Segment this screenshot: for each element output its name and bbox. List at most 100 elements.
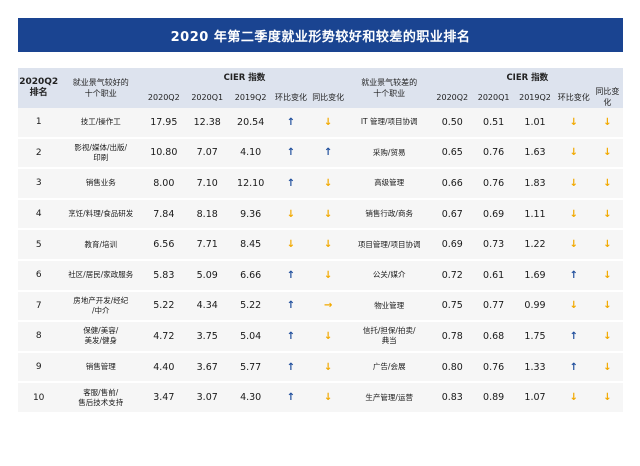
good-occupation-cell: 房地产开发/经纪/中介 bbox=[59, 291, 143, 323]
bad-occupation-cell: 高级管理 bbox=[346, 169, 432, 200]
cier-2020q2: 3.47 bbox=[142, 383, 186, 414]
good-occupation-cell-text: 客服/售前/ bbox=[83, 387, 119, 397]
qoq-change-cell: ↑ bbox=[272, 169, 310, 200]
cier-2020q1: 0.69 bbox=[472, 199, 515, 231]
yoy-change-cell: ↓ bbox=[591, 230, 623, 261]
arrow-down-icon: ↓ bbox=[569, 300, 578, 312]
good-occupation-cell: 教育/培训 bbox=[59, 230, 143, 261]
good-occupation-cell: 销售业务 bbox=[59, 169, 143, 200]
cier-2019q2: 0.99 bbox=[514, 291, 556, 323]
arrow-down-icon: ↓ bbox=[286, 239, 296, 251]
qoq-change-cell: ↑ bbox=[272, 108, 310, 139]
rank-cell: 4 bbox=[18, 199, 60, 231]
cier-2020q1: 0.77 bbox=[472, 291, 515, 323]
cier-2020q1: 7.10 bbox=[185, 169, 229, 200]
arrow-up-icon: ↑ bbox=[286, 361, 296, 373]
table-row: 1 技工/操作工 17.95 12.38 20.54 ↑ ↓ IT 管理/项目协调 0.50 0.… bbox=[18, 108, 623, 139]
cier-2019q2: 6.66 bbox=[228, 260, 273, 292]
header-col: 同比变化 bbox=[309, 86, 347, 108]
arrow-down-icon: ↓ bbox=[323, 208, 333, 220]
bad-occupation-cell: 公关/媒介 bbox=[346, 260, 432, 292]
arrow-down-icon: ↓ bbox=[569, 116, 578, 128]
cier-2019q2: 9.36 bbox=[228, 199, 273, 231]
arrow-up-icon: ↑ bbox=[569, 361, 578, 373]
qoq-change-cell: ↓ bbox=[555, 230, 592, 261]
yoy-change-cell: ↓ bbox=[591, 322, 623, 353]
good-occupation-cell-text: 技工/操作工 bbox=[80, 117, 121, 127]
bad-occupation-cell: 生产管理/运营 bbox=[346, 383, 432, 414]
cier-2019q2: 1.33 bbox=[514, 352, 556, 384]
rank-cell: 6 bbox=[18, 260, 60, 292]
report-title: 2020 年第二季度就业形势较好和较差的职业排名 bbox=[18, 18, 623, 52]
yoy-change-cell: ↓ bbox=[309, 260, 347, 292]
arrow-down-icon: ↓ bbox=[603, 208, 612, 220]
arrow-up-icon: ↑ bbox=[286, 269, 296, 281]
table-row: 3 销售业务 8.00 7.10 12.10 ↑ ↓ 高级管理 0.66 0.76 1.83 ↓ ↓ bbox=[18, 169, 623, 200]
arrow-down-icon: ↓ bbox=[603, 300, 612, 312]
cier-2020q2: 5.83 bbox=[142, 260, 186, 292]
good-occupation-cell-text: 保健/美容/ bbox=[83, 326, 119, 336]
cier-2020q2: 5.22 bbox=[142, 291, 186, 323]
header-col: 2020Q1 bbox=[185, 86, 229, 108]
good-occupation-cell: 烹饪/料理/食品研发 bbox=[59, 199, 143, 231]
cier-2020q2: 4.40 bbox=[142, 352, 186, 384]
good-occupation-cell-text: 房地产开发/经纪 bbox=[73, 295, 129, 305]
yoy-change-cell: ↓ bbox=[591, 383, 623, 414]
cier-2020q1: 0.51 bbox=[472, 108, 515, 139]
bad-occupation-cell-text: 典当 bbox=[381, 336, 397, 346]
cier-2020q1: 0.76 bbox=[472, 352, 515, 384]
good-occupation-cell-text: 影视/媒体/出版/ bbox=[74, 142, 128, 152]
yoy-change-cell: ↓ bbox=[591, 169, 623, 200]
table-row: 7 房地产开发/经纪/中介 5.22 4.34 5.22 ↑ → 物业管理 0.75 0.77 0.… bbox=[18, 291, 623, 323]
bad-occupation-cell-text: 物业管理 bbox=[374, 300, 405, 310]
good-occupation-cell-text: 售后技术支持 bbox=[78, 397, 124, 407]
cier-2020q2: 0.78 bbox=[431, 322, 473, 353]
bad-occupation-cell: 物业管理 bbox=[346, 291, 432, 323]
arrow-down-icon: ↓ bbox=[603, 116, 612, 128]
rank-cell: 3 bbox=[18, 169, 60, 200]
cier-2020q1: 7.07 bbox=[185, 138, 229, 170]
bad-occupation-cell-text: 广告/会展 bbox=[372, 362, 406, 372]
bad-occupation-cell-text: 销售行政/商务 bbox=[365, 209, 413, 219]
cier-2019q2: 4.10 bbox=[228, 138, 273, 170]
yoy-change-cell: ↓ bbox=[309, 322, 347, 353]
report-title-text: 2020 年第二季度就业形势较好和较差的职业排名 bbox=[170, 29, 471, 45]
rank-cell: 2 bbox=[18, 138, 60, 170]
arrow-up-icon: ↑ bbox=[569, 330, 578, 342]
bad-occupation-cell: 采购/贸易 bbox=[346, 138, 432, 170]
qoq-change-cell: ↑ bbox=[555, 352, 592, 384]
bad-occupation-cell: 信托/担保/拍卖/典当 bbox=[346, 322, 432, 353]
cier-2020q2: 0.75 bbox=[431, 291, 473, 323]
arrow-up-icon: ↑ bbox=[569, 269, 578, 281]
bad-occupation-cell: IT 管理/项目协调 bbox=[346, 108, 432, 139]
cier-2020q1: 0.73 bbox=[472, 230, 515, 261]
cier-2020q2: 10.80 bbox=[142, 138, 186, 170]
cier-2020q2: 0.83 bbox=[431, 383, 473, 414]
cier-2019q2: 1.07 bbox=[514, 383, 556, 414]
yoy-change-cell: ↓ bbox=[309, 108, 347, 139]
qoq-change-cell: ↓ bbox=[555, 291, 592, 323]
arrow-down-icon: ↓ bbox=[323, 361, 333, 373]
cier-2019q2: 20.54 bbox=[228, 108, 273, 139]
arrow-up-icon: ↑ bbox=[286, 177, 296, 189]
good-occupation-cell: 保健/美容/美发/健身 bbox=[59, 322, 143, 353]
header-col: 2020Q2 bbox=[142, 86, 186, 108]
yoy-change-cell: ↓ bbox=[591, 199, 623, 231]
cier-2020q1: 0.61 bbox=[472, 260, 515, 292]
header-col: 2019Q2 bbox=[228, 86, 273, 108]
good-occupation-cell: 社区/居民/家政服务 bbox=[59, 260, 143, 292]
header-col: 环比变化 bbox=[555, 86, 592, 108]
good-occupation-cell-text: 教育/培训 bbox=[84, 239, 117, 249]
header-col: 2019Q2 bbox=[514, 86, 556, 108]
bad-occupation-cell-text: 生产管理/运营 bbox=[365, 392, 413, 402]
bad-occupation-cell: 销售行政/商务 bbox=[346, 199, 432, 231]
cier-2020q1: 7.71 bbox=[185, 230, 229, 261]
qoq-change-cell: ↓ bbox=[555, 199, 592, 231]
arrow-down-icon: ↓ bbox=[603, 269, 612, 281]
rank-cell: 8 bbox=[18, 322, 60, 353]
qoq-change-cell: ↓ bbox=[272, 230, 310, 261]
yoy-change-cell: ↓ bbox=[591, 108, 623, 139]
bad-occupation-cell: 广告/会展 bbox=[346, 352, 432, 384]
rank-cell: 5 bbox=[18, 230, 60, 261]
arrow-down-icon: ↓ bbox=[603, 330, 612, 342]
